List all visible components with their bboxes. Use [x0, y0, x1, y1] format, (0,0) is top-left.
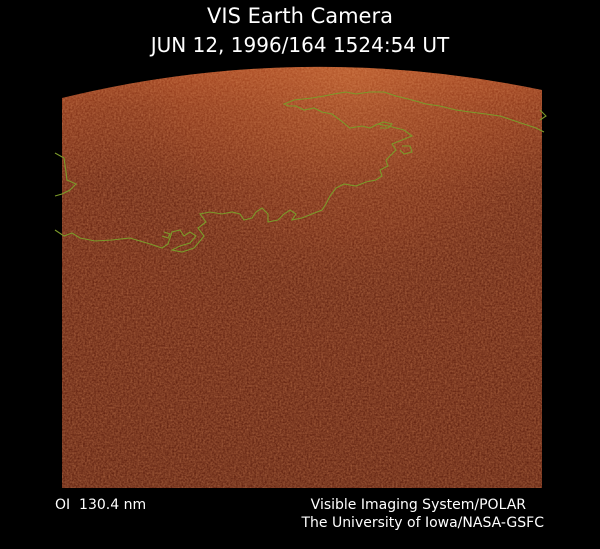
instrument-label: Visible Imaging System/POLAR [311, 497, 527, 513]
coastline [54, 152, 77, 197]
credit-label: The University of Iowa/NASA-GSFC [300, 515, 544, 531]
coastline [539, 109, 547, 121]
earth-image [62, 66, 542, 488]
coastline [399, 145, 413, 155]
coastline [54, 91, 545, 253]
image-noise [62, 66, 542, 488]
coastlines [54, 91, 547, 253]
coastline [377, 121, 394, 129]
title: VIS Earth Camera [207, 4, 393, 28]
filter-label: OI 130.4 nm [55, 497, 146, 513]
timestamp: JUN 12, 1996/164 1524:54 UT [149, 33, 450, 57]
coastline [161, 231, 171, 239]
